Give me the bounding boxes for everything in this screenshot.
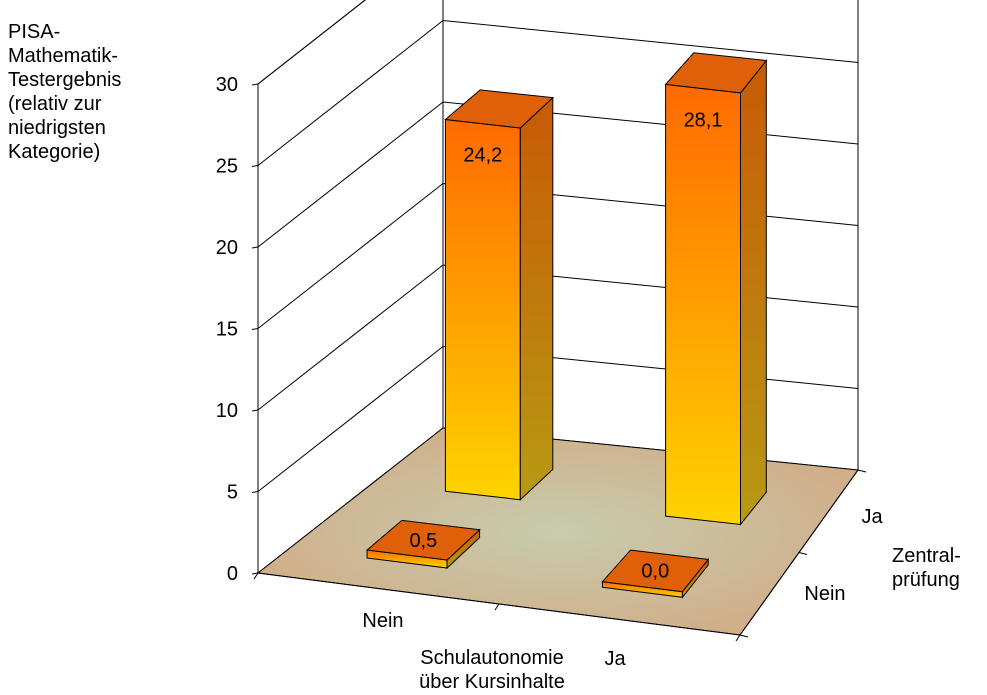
- gridline-25: [257, 19, 859, 166]
- bar-group: 0,5: [365, 519, 481, 570]
- x-axis-title: Schulautonomie über Kursinhalte: [419, 647, 565, 693]
- x-axis-tick: [735, 634, 741, 642]
- y-axis-ticks: 0 5 10 15 20 25 30: [216, 74, 259, 585]
- bar-data-label: 0,0: [641, 561, 669, 583]
- bar-top: [601, 549, 710, 593]
- bar-top: [444, 89, 554, 129]
- x-axis-tick: [494, 603, 500, 611]
- z-axis-tick: [857, 469, 867, 473]
- y-tick-label: 25: [216, 156, 238, 178]
- z-axis-tick: [739, 634, 749, 638]
- y-tick-mark: [251, 246, 259, 249]
- bar-front: [444, 118, 521, 501]
- y-tick-mark: [251, 409, 259, 412]
- y-tick-label: 10: [216, 400, 238, 422]
- y-tick-label: 5: [227, 482, 238, 504]
- z-axis-title: Zentral- prüfung: [892, 545, 961, 591]
- category-labels: Nein Ja Nein Ja: [362, 506, 883, 670]
- x-category-label: Nein: [362, 610, 403, 632]
- bar-side: [519, 96, 554, 501]
- bar-top: [365, 519, 481, 561]
- gridline-30: [257, 0, 366, 85]
- y-tick-mark: [251, 165, 259, 167]
- bar-front: [665, 83, 741, 526]
- bar-top: [664, 52, 768, 94]
- z-axis-tick: [798, 552, 808, 555]
- y-tick-mark: [251, 328, 259, 330]
- bar-group: 0,0: [601, 549, 710, 599]
- z-category-label: Nein: [804, 583, 845, 605]
- y-tick-label: 30: [216, 74, 238, 96]
- y-tick-mark: [251, 83, 259, 86]
- z-category-label: Ja: [861, 506, 883, 528]
- y-axis-title: PISA- Mathematik- Testergebnis (relativ …: [8, 21, 122, 163]
- bar-data-label: 24,2: [463, 145, 502, 167]
- x-axis-tick: [253, 572, 259, 580]
- bar-data-label: 0,5: [409, 530, 437, 552]
- y-tick-label: 15: [216, 319, 238, 341]
- x-category-label: Ja: [604, 648, 626, 670]
- bar-data-label: 28,1: [684, 109, 723, 131]
- bar-group: 24,2: [444, 89, 554, 501]
- y-tick-mark: [251, 572, 259, 575]
- y-tick-label: 0: [227, 563, 238, 585]
- bars: 24,2 28,1 0,5 0,0: [365, 52, 768, 599]
- bar-group: 28,1: [664, 52, 768, 526]
- y-tick-mark: [251, 491, 259, 493]
- bar-side: [740, 59, 767, 526]
- y-tick-label: 20: [216, 237, 238, 259]
